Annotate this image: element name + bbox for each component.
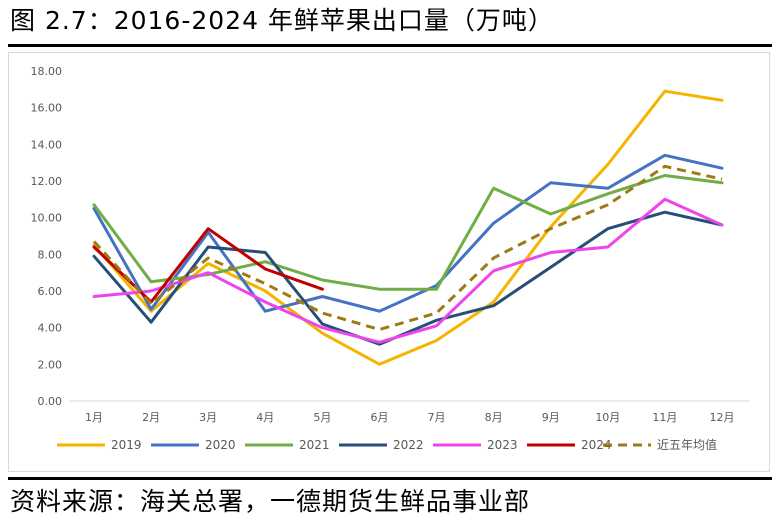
legend-label: 2020	[205, 438, 236, 452]
source-divider	[8, 477, 772, 480]
x-tick-label: 4月	[256, 411, 274, 424]
x-tick-label: 11月	[652, 411, 677, 424]
y-tick-label: 12.00	[31, 175, 63, 188]
x-tick-label: 6月	[370, 411, 388, 424]
legend-label: 2019	[111, 438, 142, 452]
line-chart: 0.00 2.00 4.00 6.00 8.00 10.00 12.00 14.00 16.00…	[31, 65, 749, 452]
series-line-2022	[92, 210, 724, 346]
source-note: 资料来源：海关总署，一德期货生鲜品事业部	[10, 487, 531, 516]
y-tick-label: 14.00	[31, 138, 63, 151]
x-tick-label: 10月	[595, 411, 620, 424]
x-tick-label: 3月	[199, 411, 217, 424]
series-line-2024	[92, 227, 324, 304]
y-tick-label: 8.00	[38, 248, 63, 261]
legend-label: 2022	[393, 438, 424, 452]
series-line-2019	[92, 89, 724, 366]
x-tick-label: 12月	[710, 411, 735, 424]
y-tick-label: 0.00	[38, 395, 63, 408]
chart-frame: 0.00 2.00 4.00 6.00 8.00 10.00 12.00 14.00 16.00…	[8, 52, 770, 472]
x-tick-label: 5月	[313, 411, 331, 424]
title-divider	[8, 44, 772, 47]
y-tick-label: 18.00	[31, 65, 63, 78]
series-line-2020	[92, 153, 724, 313]
legend-label: 近五年均值	[657, 437, 717, 452]
x-tick-label: 7月	[428, 411, 446, 424]
legend-label: 2024	[581, 438, 612, 452]
legend-label: 2023	[487, 438, 518, 452]
x-tick-label: 9月	[542, 411, 560, 424]
series-line-近五年均值	[92, 164, 723, 331]
y-tick-label: 2.00	[38, 358, 63, 371]
x-tick-label: 2月	[142, 411, 160, 424]
series-line-2023	[92, 197, 724, 344]
y-tick-label: 16.00	[31, 102, 63, 115]
figure-title: 图 2.7：2016-2024 年鲜苹果出口量（万吨）	[10, 6, 554, 35]
y-tick-label: 10.00	[31, 212, 63, 225]
x-tick-label: 1月	[85, 411, 103, 424]
y-tick-label: 6.00	[38, 285, 63, 298]
legend-label: 2021	[299, 438, 330, 452]
y-tick-label: 4.00	[38, 322, 63, 335]
x-tick-label: 8月	[485, 411, 503, 424]
